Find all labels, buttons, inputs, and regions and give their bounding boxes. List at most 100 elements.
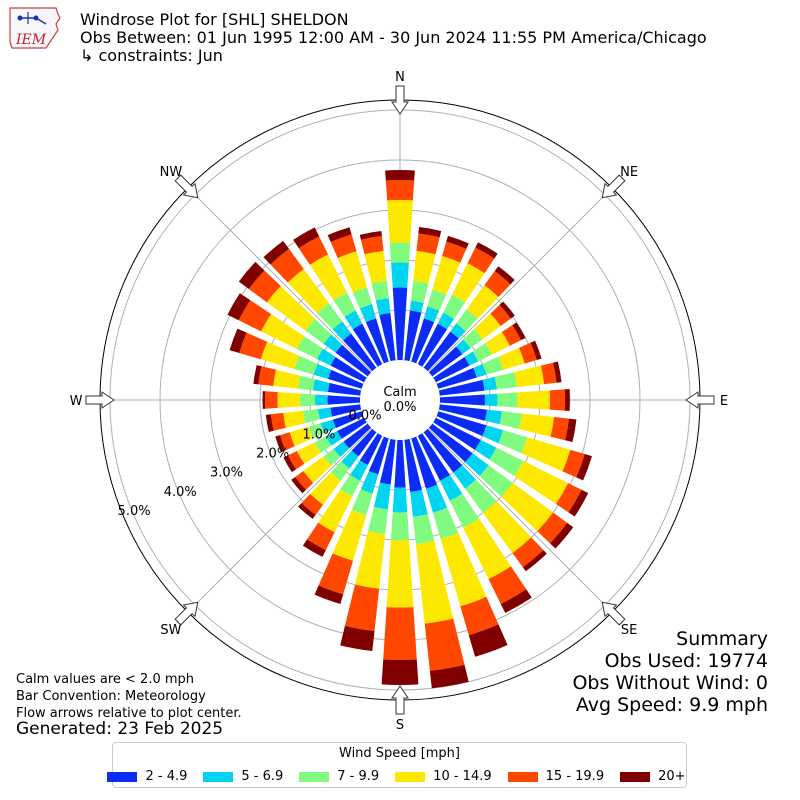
windrose-bar-segment — [310, 472, 341, 505]
summary-box: Summary Obs Used: 19774 Obs Without Wind… — [572, 628, 768, 716]
windrose-bar-segment — [229, 328, 247, 353]
windrose-bar-segment — [438, 404, 487, 421]
direction-label: N — [395, 70, 405, 85]
windrose-bar-segment — [472, 343, 492, 362]
windrose-bar-segment — [352, 287, 372, 309]
windrose-bar-segment — [327, 227, 352, 243]
windrose-bar-segment — [564, 389, 570, 411]
windrose-bar-segment — [390, 512, 410, 541]
windrose-bar-segment — [318, 489, 353, 533]
windrose-bar-segment — [318, 553, 353, 595]
direction-label: SW — [160, 623, 181, 638]
windrose-bar-segment — [332, 509, 367, 561]
windrose-bar-segment — [423, 428, 463, 473]
windrose-bar-segment — [576, 454, 592, 481]
windrose-bar-segment — [265, 414, 274, 432]
legend-swatch — [107, 771, 138, 782]
direction-label: W — [70, 394, 83, 409]
windrose-bar-segment — [537, 512, 568, 544]
windrose-bar-segment — [485, 332, 510, 355]
windrose-bar-segment — [474, 313, 501, 340]
windrose-bar-segment — [330, 461, 350, 481]
iem-logo: IEM — [6, 6, 62, 50]
windrose-bar-segment — [275, 435, 286, 453]
windrose-bar-segment — [501, 325, 522, 346]
flow-arrow-icon — [174, 174, 199, 199]
radial-gridline — [427, 427, 613, 613]
legend-label: 7 - 9.9 — [337, 769, 380, 784]
windrose-bar-segment — [368, 436, 389, 475]
windrose-bar-segment — [490, 305, 511, 326]
windrose-bar-segment — [360, 235, 384, 255]
windrose-bar-segment — [263, 240, 289, 265]
windrose-bar-segment — [484, 271, 511, 297]
windrose-bar-segment — [303, 456, 332, 483]
calm-definition-text: Calm values are < 2.0 mph — [16, 672, 195, 687]
wind-speed-legend: Wind Speed [mph] 2 - 4.9 5 - 6.9 7 - 9.9 10… — [107, 742, 687, 788]
windrose-bar-segment — [386, 539, 414, 608]
radial-tick-label: 0.0% — [349, 408, 382, 423]
windrose-bar-segment — [265, 391, 278, 409]
windrose-bar-segment — [464, 351, 479, 366]
windrose-bar-segment — [343, 333, 377, 372]
windrose-bar-segment — [385, 179, 415, 201]
windrose-bar-segment — [417, 323, 448, 367]
legend-item: 5 - 6.9 — [203, 769, 283, 784]
windrose-bar-segment — [360, 470, 379, 494]
windrose-bar-segment — [359, 304, 377, 323]
windrose-bar-segment — [437, 312, 455, 330]
windrose-bar-segment — [456, 309, 478, 332]
windrose-bar-segment — [375, 298, 391, 315]
windrose-bar-segment — [355, 531, 386, 589]
legend-item: 2 - 4.9 — [107, 769, 187, 784]
windrose-bar-segment — [494, 266, 515, 285]
windrose-bar-segment — [314, 585, 344, 604]
windrose-bar-segment — [428, 423, 473, 463]
windrose-bar-segment — [328, 369, 364, 389]
windrose-bar-segment — [489, 447, 524, 477]
windrose-bar-segment — [482, 501, 532, 554]
windrose-bar-segment — [392, 287, 408, 361]
calm-label: Calm — [383, 385, 416, 400]
windrose-bar-segment — [530, 340, 542, 361]
windrose-bar-segment — [248, 270, 281, 303]
windrose-bar-segment — [394, 439, 406, 488]
windrose-bar-segment — [296, 336, 324, 360]
windrose-bar-segment — [411, 436, 438, 489]
windrose-bar-segment — [417, 433, 450, 481]
windrose-bar-segment — [467, 247, 495, 274]
windrose-bar-segment — [385, 169, 415, 181]
windrose-bar-segment — [429, 664, 469, 689]
windrose-bar-segment — [521, 437, 571, 472]
windrose-bar-segment — [293, 227, 320, 249]
windrose-bar-segment — [456, 339, 471, 355]
windrose-bar-segment — [424, 618, 465, 671]
windrose-bar-segment — [498, 347, 525, 370]
windrose-bar-segment — [436, 367, 477, 389]
windrose-bar-segment — [337, 251, 368, 293]
windrose-bar-segment — [262, 391, 266, 409]
windrose-bar-segment — [340, 474, 361, 497]
windrose-bar-segment — [482, 376, 497, 391]
windrose-bar-segment — [298, 375, 315, 391]
windrose-bar-segment — [389, 242, 411, 263]
windrose-bar-segment — [404, 438, 422, 492]
windrose-bar-segment — [335, 344, 372, 377]
windrose-bar-segment — [277, 392, 301, 408]
windrose-bar-segment — [568, 489, 589, 517]
windrose-bar-segment — [484, 393, 498, 407]
legend-item: 20+ — [620, 769, 686, 784]
windrose-bar-segment — [260, 341, 300, 370]
windrose-bar-segment — [439, 474, 463, 501]
windrose-bar-segment — [475, 242, 498, 259]
windrose-bar-segment — [332, 321, 352, 341]
windrose-bar-segment — [323, 334, 343, 353]
windrose-bar-segment — [294, 355, 318, 375]
windrose-bar-segment — [261, 313, 305, 350]
windrose-bar-segment — [379, 438, 396, 485]
windrose-bar-segment — [423, 331, 459, 372]
windrose-bar-segment — [283, 455, 297, 473]
summary-heading: Summary — [676, 628, 768, 650]
windrose-bar-segment — [413, 250, 436, 284]
legend-items: 2 - 4.9 5 - 6.9 7 - 9.9 10 - 14.9 15 - 19.9 2… — [107, 769, 686, 784]
